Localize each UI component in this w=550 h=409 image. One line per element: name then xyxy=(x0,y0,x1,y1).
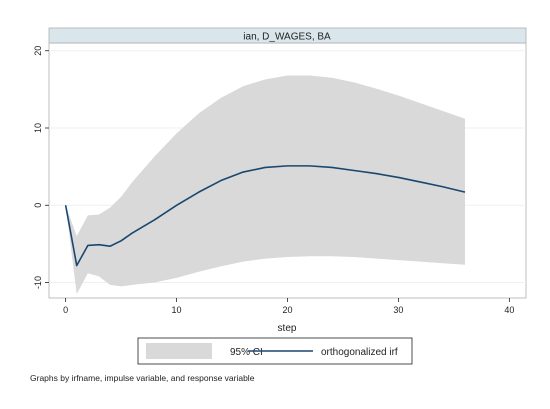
graph-note: Graphs by irfname, impulse variable, and… xyxy=(30,373,255,383)
ci-band-layer xyxy=(65,75,465,295)
legend-label-ci: 95% CI xyxy=(230,347,263,358)
y-tick-label: 20 xyxy=(33,46,43,56)
x-axis-label: step xyxy=(278,323,297,334)
axis-layer: -10 0 10 20 0 10 20 30 40 xyxy=(33,46,514,315)
x-tick-label: 0 xyxy=(63,305,68,315)
ci-band xyxy=(65,75,465,295)
x-tick-label: 20 xyxy=(282,305,292,315)
legend-label-irf: orthogonalized irf xyxy=(321,347,398,358)
irf-line xyxy=(64,165,466,267)
y-tick-label: -10 xyxy=(33,276,43,289)
y-tick-label: 10 xyxy=(33,123,43,133)
x-tick-label: 40 xyxy=(504,305,514,315)
x-tick-label: 30 xyxy=(393,305,403,315)
legend-swatch-ci xyxy=(146,343,212,359)
irf-line-layer xyxy=(64,165,466,267)
panel-header xyxy=(48,27,527,44)
y-tick-label: 0 xyxy=(33,203,43,208)
x-tick-label: 10 xyxy=(172,305,182,315)
panel-title: ian, D_WAGES, BA xyxy=(243,32,331,43)
